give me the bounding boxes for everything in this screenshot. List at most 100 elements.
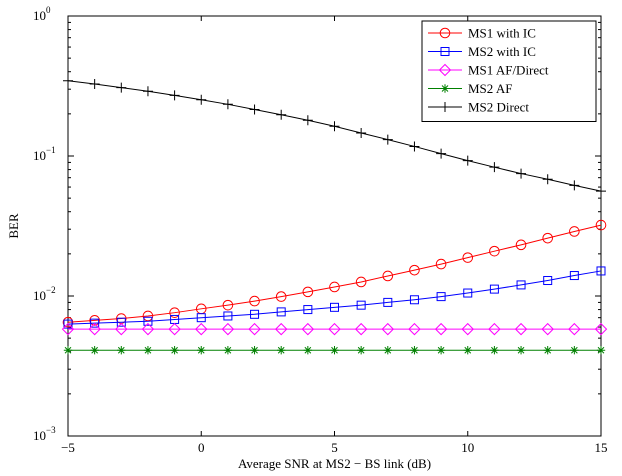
x-tick-label: 10 <box>461 440 474 455</box>
legend-item: MS2 AF <box>428 81 512 96</box>
data-point <box>594 322 608 336</box>
data-point <box>490 346 499 355</box>
data-point <box>250 346 259 355</box>
data-point <box>542 232 554 244</box>
legend-item: MS1 AF/Direct <box>428 63 549 78</box>
data-point <box>434 322 448 336</box>
legend-box <box>421 20 597 122</box>
data-point <box>569 271 579 281</box>
x-axis-label: Average SNR at MS2 − BS link (dB) <box>238 456 431 471</box>
data-point <box>90 346 99 355</box>
legend-marker <box>440 102 450 112</box>
legend-marker <box>438 63 452 77</box>
data-point <box>248 322 261 336</box>
data-point <box>223 311 233 321</box>
data-point <box>115 322 128 336</box>
series-ms2-with-ic <box>63 266 606 329</box>
legend-label: MS2 Direct <box>468 100 529 115</box>
data-point <box>249 104 260 115</box>
y-axis-label: BER <box>6 213 21 239</box>
data-point <box>143 346 153 355</box>
legend-item: MS2 Direct <box>428 100 529 115</box>
data-point <box>462 155 473 166</box>
data-point <box>462 252 474 263</box>
data-point <box>330 346 339 355</box>
data-point <box>543 276 553 286</box>
data-point <box>355 276 367 288</box>
data-point <box>222 299 234 311</box>
data-point <box>63 319 73 329</box>
data-point <box>569 226 580 237</box>
data-point <box>303 346 313 355</box>
data-point <box>276 109 287 120</box>
data-point <box>168 322 181 336</box>
data-point <box>196 313 206 323</box>
series-ms2-direct <box>63 75 606 197</box>
data-point <box>275 291 287 302</box>
data-point <box>116 82 127 93</box>
legend-marker <box>440 47 450 56</box>
x-tick-label: 0 <box>198 440 205 455</box>
data-point <box>303 305 313 315</box>
data-point <box>63 346 73 355</box>
data-point <box>488 322 501 336</box>
data-point <box>410 346 419 355</box>
data-point <box>329 121 340 132</box>
data-point <box>356 300 366 310</box>
data-point <box>381 322 395 336</box>
data-point <box>329 281 340 293</box>
legend: MS1 with IC MS2 with IC MS1 AF/Direct MS2 A… <box>421 20 597 122</box>
data-point <box>169 90 180 101</box>
data-point <box>89 315 100 326</box>
y-tick-label: 10 <box>33 8 46 23</box>
legend-marker <box>440 84 450 93</box>
data-point <box>543 346 552 355</box>
y-tick-exponent: −1 <box>46 145 56 155</box>
data-point <box>489 245 500 257</box>
y-tick-label: 10 <box>33 428 46 443</box>
data-point <box>301 322 315 336</box>
series-ms1-af-direct <box>61 322 608 336</box>
data-point <box>274 322 288 336</box>
data-point <box>62 316 74 328</box>
data-point <box>277 346 286 355</box>
data-point <box>408 322 421 336</box>
y-tick-exponent: −2 <box>46 285 56 295</box>
legend-item: MS1 with IC <box>428 26 536 41</box>
series-line <box>67 224 602 323</box>
data-point <box>356 346 366 355</box>
data-point <box>90 318 100 328</box>
data-point <box>409 264 420 276</box>
data-point <box>249 295 260 307</box>
y-tick-exponent: −3 <box>46 425 56 435</box>
data-point <box>514 322 528 336</box>
data-point <box>463 288 473 298</box>
series-layer <box>61 75 608 355</box>
data-point <box>197 346 206 355</box>
data-point <box>143 316 153 326</box>
data-point <box>302 115 313 126</box>
data-point <box>61 322 75 336</box>
data-point <box>516 346 526 355</box>
data-point <box>461 322 474 336</box>
data-point <box>330 302 339 312</box>
data-point <box>409 141 420 152</box>
data-point <box>222 99 233 110</box>
data-point <box>89 78 100 89</box>
x-tick-label: −5 <box>61 440 75 455</box>
data-point <box>170 346 179 355</box>
data-point <box>596 266 606 276</box>
data-point <box>195 322 208 336</box>
data-point <box>542 174 553 185</box>
y-tick-exponent: 0 <box>46 5 51 15</box>
data-point <box>88 322 101 336</box>
x-tick-label: 15 <box>595 440 608 455</box>
legend-label: MS1 with IC <box>468 26 536 41</box>
series-line <box>67 270 602 325</box>
data-point <box>63 75 73 86</box>
data-point <box>354 322 368 336</box>
data-point <box>541 322 554 336</box>
data-point <box>516 168 527 179</box>
data-point <box>435 258 447 270</box>
